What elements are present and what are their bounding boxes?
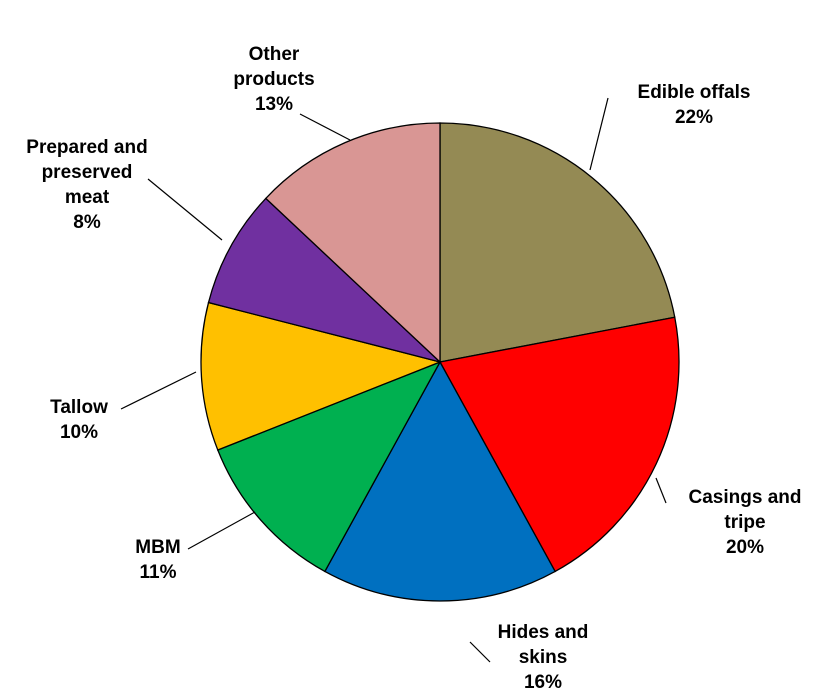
slice-name-label: Other — [249, 44, 300, 65]
leader-line-6 — [299, 113, 351, 141]
slice-name-label: Tallow — [50, 397, 108, 418]
pie-slice-1 — [438, 316, 680, 573]
slice-label-5: Prepared and preserved meat 8% — [26, 137, 147, 233]
leader-lines — [120, 97, 667, 663]
pie-slice-4 — [200, 301, 443, 451]
slice-label-1: Casings and tripe 20% — [689, 487, 802, 558]
slice-label-2: Hides and skins 16% — [498, 622, 589, 693]
pie-slice-3 — [216, 360, 442, 573]
slice-labels: Edible offals 22% Casings and tripe 20% Hides… — [26, 44, 801, 693]
slice-label-0: Edible offals 22% — [638, 82, 751, 128]
slice-label-4: Tallow 10% — [50, 397, 108, 443]
slice-name-label: products — [233, 69, 314, 90]
slice-percent-label: 20% — [726, 537, 764, 558]
slice-name-label: preserved — [42, 162, 133, 183]
pie-slice-2 — [323, 360, 557, 602]
slice-label-3: MBM 11% — [135, 537, 180, 583]
slice-name-label: Prepared and — [26, 137, 147, 158]
pie-slice-6 — [264, 122, 441, 364]
slice-name-label: MBM — [135, 537, 180, 558]
slice-percent-label: 22% — [675, 107, 713, 128]
slice-percent-label: 8% — [73, 212, 101, 233]
slice-percent-label: 13% — [255, 94, 293, 115]
slice-name-label: tripe — [724, 512, 765, 533]
slice-label-6: Other products 13% — [233, 44, 314, 115]
slice-percent-label: 10% — [60, 422, 98, 443]
slice-name-label: Edible offals — [638, 82, 751, 103]
leader-line-0 — [589, 97, 609, 171]
slice-name-label: meat — [65, 187, 110, 208]
slice-name-label: Hides and — [498, 622, 589, 643]
slice-percent-label: 16% — [524, 672, 562, 693]
leader-line-2 — [469, 641, 491, 663]
pie-slice-5 — [207, 197, 441, 363]
leader-line-5 — [147, 178, 223, 241]
slice-name-label: skins — [519, 647, 568, 668]
slice-name-label: Casings and — [689, 487, 802, 508]
slice-percent-label: 11% — [140, 562, 177, 583]
leader-line-3 — [187, 511, 256, 550]
leader-line-1 — [655, 477, 667, 504]
leader-line-4 — [120, 371, 197, 410]
pie-slices — [200, 122, 680, 602]
pie-slice-0 — [439, 122, 676, 363]
